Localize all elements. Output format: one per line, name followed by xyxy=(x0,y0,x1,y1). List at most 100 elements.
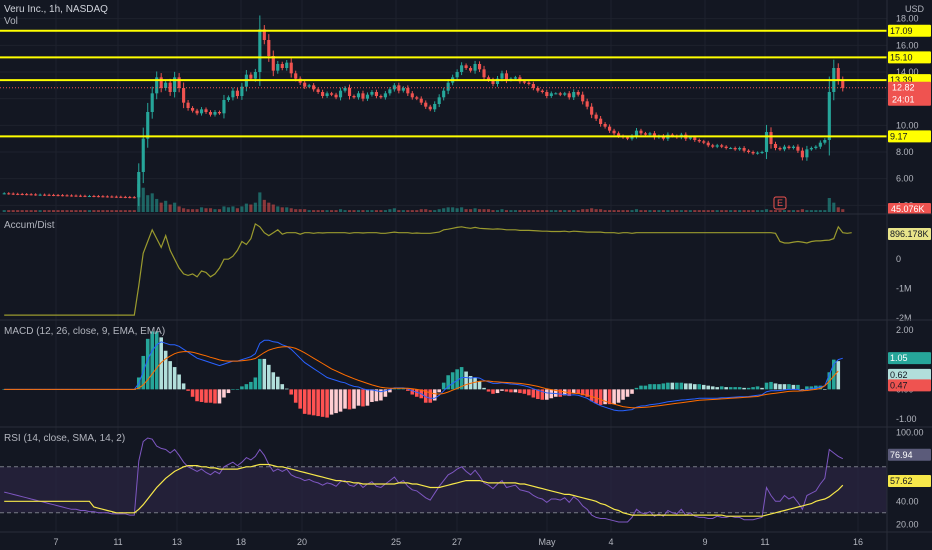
candle-body[interactable] xyxy=(173,77,177,92)
candle-body[interactable] xyxy=(764,132,769,152)
candle-body[interactable] xyxy=(11,193,15,195)
candle-body[interactable] xyxy=(428,106,432,110)
candle-body[interactable] xyxy=(146,112,150,139)
candle-body[interactable] xyxy=(20,194,24,195)
candle-body[interactable] xyxy=(796,146,800,151)
candle-body[interactable] xyxy=(612,130,616,134)
macd-signal-line[interactable] xyxy=(4,346,839,409)
accum-dist-line[interactable] xyxy=(4,222,852,316)
candle-body[interactable] xyxy=(361,93,365,99)
candle-body[interactable] xyxy=(791,146,796,148)
candle-body[interactable] xyxy=(670,134,674,136)
candle-body[interactable] xyxy=(787,146,791,148)
candle-body[interactable] xyxy=(733,148,737,150)
candle-body[interactable] xyxy=(60,195,65,197)
candle-body[interactable] xyxy=(563,93,567,95)
candle-body[interactable] xyxy=(182,88,186,103)
candle-body[interactable] xyxy=(312,85,316,90)
candle-body[interactable] xyxy=(128,197,132,199)
candle-body[interactable] xyxy=(110,196,114,198)
candle-body[interactable] xyxy=(7,193,11,195)
candle-body[interactable] xyxy=(527,82,531,84)
candle-body[interactable] xyxy=(43,194,47,196)
candle-body[interactable] xyxy=(823,140,827,143)
candle-body[interactable] xyxy=(56,195,60,197)
candle-body[interactable] xyxy=(114,196,118,198)
candle-body[interactable] xyxy=(51,194,56,196)
candle-body[interactable] xyxy=(460,65,464,72)
candle-body[interactable] xyxy=(688,137,692,139)
candle-body[interactable] xyxy=(379,96,383,98)
candle-body[interactable] xyxy=(715,145,719,147)
candle-body[interactable] xyxy=(101,196,105,198)
candle-body[interactable] xyxy=(123,196,127,198)
candle-body[interactable] xyxy=(78,195,83,197)
earnings-marker[interactable] xyxy=(773,196,787,210)
candle-body[interactable] xyxy=(442,90,446,98)
candle-body[interactable] xyxy=(648,133,652,135)
candle-body[interactable] xyxy=(2,193,6,195)
candle-body[interactable] xyxy=(567,93,571,98)
candle-body[interactable] xyxy=(522,81,526,83)
macd-line[interactable] xyxy=(4,339,843,412)
candle-body[interactable] xyxy=(545,92,549,96)
candle-body[interactable] xyxy=(280,64,284,68)
candle-body[interactable] xyxy=(240,86,244,96)
candle-body[interactable] xyxy=(482,69,486,78)
candle-body[interactable] xyxy=(38,194,42,196)
candle-body[interactable] xyxy=(141,138,145,172)
candle-body[interactable] xyxy=(720,145,724,147)
candle-body[interactable] xyxy=(469,68,473,71)
candle-body[interactable] xyxy=(590,106,594,115)
candle-body[interactable] xyxy=(352,96,356,98)
candle-body[interactable] xyxy=(213,112,217,115)
candle-body[interactable] xyxy=(782,146,787,150)
candle-body[interactable] xyxy=(841,80,845,88)
candle-body[interactable] xyxy=(271,56,275,71)
macd-title[interactable]: MACD (12, 26, close, 9, EMA, EMA) xyxy=(4,326,165,337)
candle-body[interactable] xyxy=(778,148,782,150)
candle-body[interactable] xyxy=(83,195,87,197)
candle-body[interactable] xyxy=(16,193,20,195)
candle-body[interactable] xyxy=(594,114,598,119)
candle-body[interactable] xyxy=(608,126,612,131)
candle-body[interactable] xyxy=(65,195,69,197)
candle-body[interactable] xyxy=(92,196,96,197)
candle-body[interactable] xyxy=(29,194,33,196)
candle-body[interactable] xyxy=(168,82,172,92)
symbol-title[interactable]: Veru Inc., 1h, NASDAQ xyxy=(4,4,108,15)
time-axis[interactable]: 7 11 13 18 20 25 27 May 4 9 11 16 xyxy=(53,537,863,547)
candle-body[interactable] xyxy=(47,194,51,196)
candle-body[interactable] xyxy=(294,73,298,79)
candle-body[interactable] xyxy=(693,137,697,140)
candle-body[interactable] xyxy=(222,100,226,114)
candle-body[interactable] xyxy=(805,149,809,158)
candle-body[interactable] xyxy=(724,146,728,148)
candle-body[interactable] xyxy=(208,112,213,115)
candle-body[interactable] xyxy=(455,72,459,78)
candle-body[interactable] xyxy=(729,148,733,149)
candle-body[interactable] xyxy=(827,92,831,140)
candle-body[interactable] xyxy=(616,133,621,136)
candle-body[interactable] xyxy=(495,78,500,84)
candle-body[interactable] xyxy=(365,94,370,99)
candle-body[interactable] xyxy=(572,92,576,98)
candle-body[interactable] xyxy=(321,92,325,96)
candle-body[interactable] xyxy=(262,29,266,40)
candle-body[interactable] xyxy=(818,142,822,147)
candle-body[interactable] xyxy=(374,92,378,96)
macd-pane[interactable]: 2.001.000.00-1.001.050.620.47 xyxy=(2,325,931,424)
candle-body[interactable] xyxy=(742,148,746,151)
price-pane[interactable]: 18.0016.0014.0012.0010.008.006.004.0017.… xyxy=(0,14,931,214)
candle-body[interactable] xyxy=(581,94,585,102)
candle-body[interactable] xyxy=(356,93,361,98)
candle-body[interactable] xyxy=(74,195,78,197)
candle-body[interactable] xyxy=(155,77,159,94)
candle-body[interactable] xyxy=(253,72,257,79)
candle-body[interactable] xyxy=(599,118,603,124)
candle-body[interactable] xyxy=(195,110,199,114)
rsi-line[interactable] xyxy=(4,437,844,523)
candle-body[interactable] xyxy=(809,148,813,150)
candle-body[interactable] xyxy=(500,73,504,79)
candle-body[interactable] xyxy=(235,90,239,96)
